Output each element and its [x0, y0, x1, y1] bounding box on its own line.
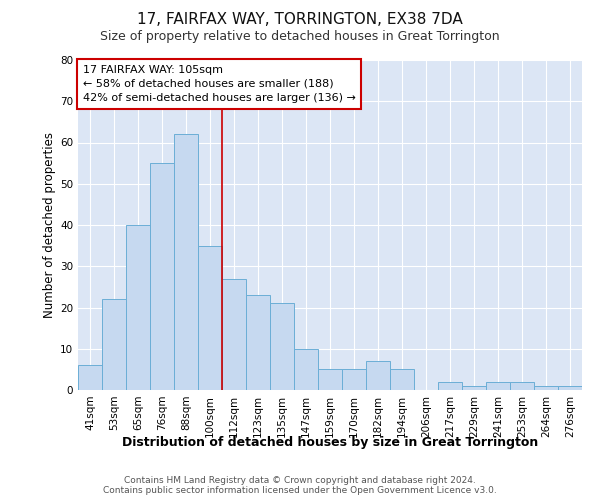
Bar — [78, 365, 102, 390]
Bar — [198, 246, 222, 390]
Text: Contains HM Land Registry data © Crown copyright and database right 2024.
Contai: Contains HM Land Registry data © Crown c… — [103, 476, 497, 495]
Bar — [150, 163, 174, 390]
Text: Distribution of detached houses by size in Great Torrington: Distribution of detached houses by size … — [122, 436, 538, 449]
Bar — [270, 304, 294, 390]
Bar — [366, 361, 390, 390]
Bar — [534, 386, 558, 390]
Bar — [174, 134, 198, 390]
Bar — [462, 386, 486, 390]
Bar — [294, 349, 318, 390]
Text: 17 FAIRFAX WAY: 105sqm
← 58% of detached houses are smaller (188)
42% of semi-de: 17 FAIRFAX WAY: 105sqm ← 58% of detached… — [83, 65, 356, 103]
Text: 17, FAIRFAX WAY, TORRINGTON, EX38 7DA: 17, FAIRFAX WAY, TORRINGTON, EX38 7DA — [137, 12, 463, 28]
Bar — [126, 225, 150, 390]
Bar — [390, 370, 414, 390]
Bar — [558, 386, 582, 390]
Bar — [342, 370, 366, 390]
Bar — [222, 278, 246, 390]
Bar — [510, 382, 534, 390]
Bar — [486, 382, 510, 390]
Bar — [246, 295, 270, 390]
Text: Size of property relative to detached houses in Great Torrington: Size of property relative to detached ho… — [100, 30, 500, 43]
Y-axis label: Number of detached properties: Number of detached properties — [43, 132, 56, 318]
Bar — [438, 382, 462, 390]
Bar — [102, 299, 126, 390]
Bar — [318, 370, 342, 390]
